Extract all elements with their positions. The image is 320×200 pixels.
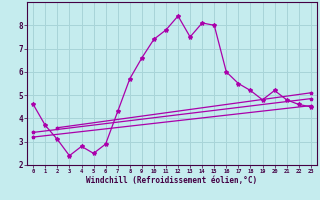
X-axis label: Windchill (Refroidissement éolien,°C): Windchill (Refroidissement éolien,°C)	[86, 176, 258, 185]
